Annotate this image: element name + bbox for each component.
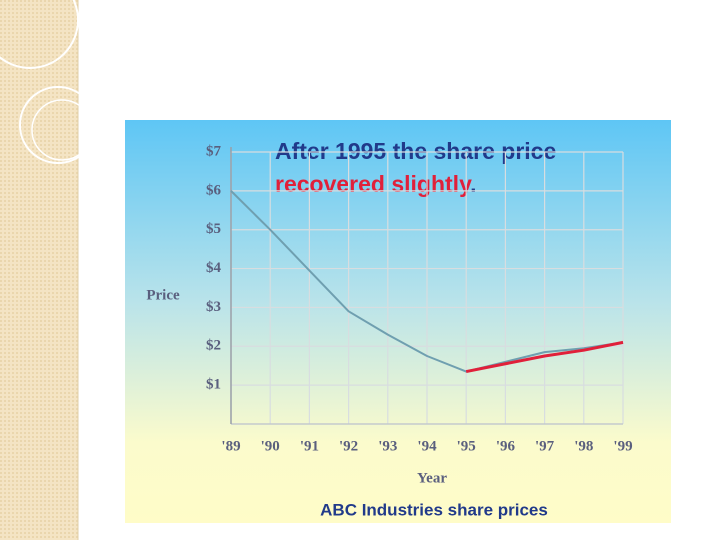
data-line	[465, 340, 624, 374]
chart-title: recovered slightly.	[275, 171, 477, 197]
title-highlight: recovered slightly	[275, 171, 472, 197]
x-tick-label: '99	[613, 438, 632, 454]
y-tick-label: $7	[206, 143, 222, 159]
side-strip	[0, 0, 78, 540]
x-tick-label: '94	[417, 438, 437, 454]
caption: ABC Industries share prices	[320, 500, 548, 519]
decor-circle	[31, 99, 93, 161]
x-tick-label: '89	[221, 438, 240, 454]
y-tick-label: $4	[206, 260, 222, 276]
y-tick-label: $3	[206, 299, 221, 315]
y-tick-label: $1	[206, 377, 221, 393]
data-line	[230, 190, 624, 373]
y-tick-label: $5	[206, 221, 221, 237]
x-tick-label: '91	[300, 438, 319, 454]
x-axis-label: Year	[417, 470, 447, 486]
x-tick-label: '90	[261, 438, 280, 454]
x-tick-label: '96	[496, 438, 516, 454]
y-axis-label: Price	[146, 287, 180, 303]
x-tick-label: '92	[339, 438, 358, 454]
chart-panel	[125, 120, 671, 523]
x-tick-label: '97	[535, 438, 555, 454]
x-tick-label: '98	[574, 438, 593, 454]
decor-circle	[0, 0, 79, 69]
y-tick-label: $2	[206, 338, 221, 354]
chart-title: After 1995 the share price	[275, 138, 556, 164]
decor-circle	[19, 86, 97, 164]
title-end: .	[470, 171, 476, 197]
x-tick-label: '95	[457, 438, 476, 454]
y-tick-label: $6	[206, 182, 222, 198]
x-tick-label: '93	[378, 438, 397, 454]
